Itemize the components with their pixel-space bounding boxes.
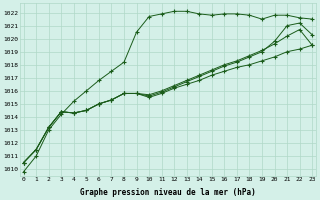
X-axis label: Graphe pression niveau de la mer (hPa): Graphe pression niveau de la mer (hPa) bbox=[80, 188, 256, 197]
